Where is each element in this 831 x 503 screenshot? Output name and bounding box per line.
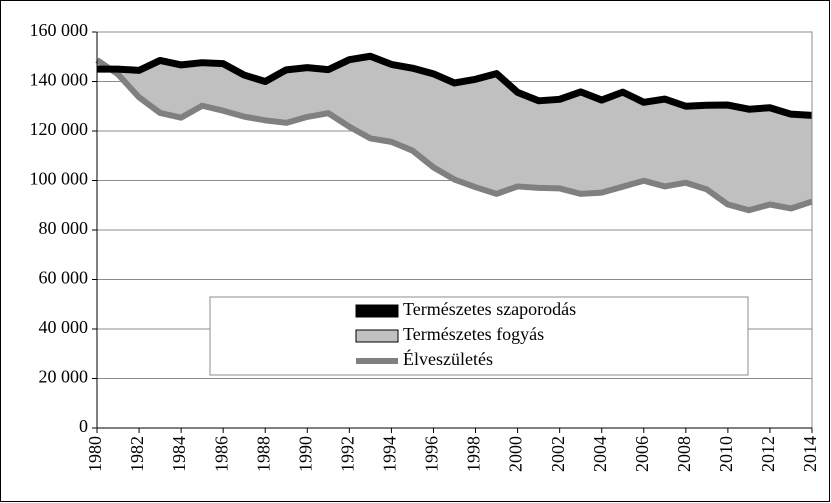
x-tick-label: 2008	[674, 436, 694, 472]
x-tick-label: 1990	[295, 436, 315, 472]
y-tick-label: 20 000	[39, 367, 89, 387]
legend-box	[209, 296, 749, 376]
y-tick-label: 40 000	[39, 317, 89, 337]
x-tick-label: 2010	[716, 436, 736, 472]
legend-swatch	[355, 329, 399, 343]
x-tick-label: 1988	[253, 436, 273, 472]
y-tick-label: 60 000	[39, 268, 89, 288]
legend-swatch	[355, 304, 399, 318]
legend-label: Természetes szaporodás	[403, 299, 576, 319]
y-tick-label: 120 000	[30, 119, 89, 139]
y-tick-label: 0	[79, 416, 88, 436]
y-tick-label: 160 000	[30, 20, 89, 40]
x-tick-label: 2004	[590, 436, 610, 472]
x-tick-label: 2014	[800, 436, 820, 472]
legend-label: Élveszületés	[403, 348, 493, 369]
x-tick-label: 1998	[464, 436, 484, 472]
x-tick-label: 1980	[85, 436, 105, 472]
y-tick-label: 100 000	[30, 169, 89, 189]
x-tick-label: 2000	[506, 436, 526, 472]
x-tick-label: 1986	[211, 436, 231, 472]
y-tick-label: 80 000	[39, 218, 89, 238]
legend-label: Természetes fogyás	[403, 324, 544, 344]
y-tick-label: 140 000	[30, 70, 89, 90]
x-tick-label: 1994	[380, 436, 400, 472]
x-tick-label: 1982	[127, 436, 147, 472]
x-tick-label: 2002	[548, 436, 568, 472]
line-series	[97, 52, 813, 119]
x-tick-label: 1996	[422, 436, 442, 472]
x-tick-label: 2006	[632, 436, 652, 472]
x-tick-label: 2012	[758, 436, 778, 472]
x-tick-label: 1984	[169, 436, 189, 472]
x-tick-label: 1992	[337, 436, 357, 472]
fill-area	[97, 56, 812, 211]
line-series	[95, 57, 813, 214]
